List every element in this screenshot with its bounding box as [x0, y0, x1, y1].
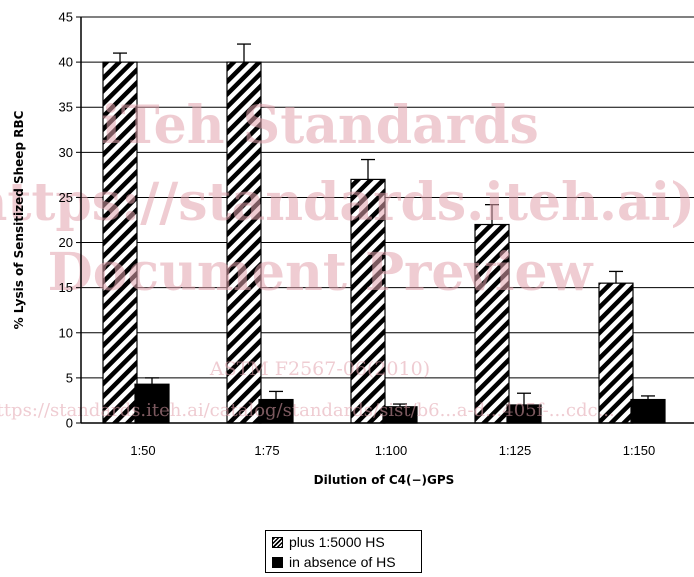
legend: plus 1:5000 HS in absence of HS [265, 530, 422, 573]
legend-item-solid: in absence of HS [272, 553, 396, 571]
bar-absence-hs [630, 398, 666, 424]
watermark-small-2: https://standards.iteh.ai/catalog/standa… [0, 400, 615, 421]
solid-swatch-icon [272, 556, 283, 568]
watermark-line-3: Document Preview [48, 242, 594, 303]
y-tick-label: 0 [66, 416, 73, 431]
watermark-line-2: (https://standards.iteh.ai) [0, 172, 694, 233]
bar-plus-hs [102, 61, 138, 424]
y-tick-label: 5 [66, 370, 73, 385]
watermark: iTeh Standards (https://standards.iteh.a… [0, 95, 694, 421]
legend-label-solid: in absence of HS [289, 554, 396, 570]
axes [80, 17, 694, 424]
bars-group [102, 43, 666, 424]
y-tick-label: 40 [59, 55, 73, 70]
gridlines [81, 16, 694, 379]
y-tick-label: 45 [59, 10, 73, 25]
y-tick-label: 30 [59, 145, 73, 160]
bar-plus-hs [474, 223, 510, 424]
hatch-swatch-icon [272, 536, 283, 548]
legend-label-hatched: plus 1:5000 HS [289, 534, 385, 550]
x-tick-label: 1:100 [375, 443, 408, 458]
bar-absence-hs [134, 383, 170, 424]
y-tick-label: 20 [59, 235, 73, 250]
y-tick-label: 25 [59, 190, 73, 205]
bar-plus-hs [226, 61, 262, 424]
y-axis-title: % Lysis of Sensitized Sheep RBC [12, 110, 26, 329]
y-tick-labels: 0 5 10 15 20 25 30 35 40 45 [59, 10, 81, 431]
x-tick-label: 1:125 [499, 443, 532, 458]
x-tick-label: 1:150 [623, 443, 656, 458]
watermark-line-1: iTeh Standards [101, 95, 539, 156]
y-tick-label: 15 [59, 280, 73, 295]
x-axis-title: Dilution of C4(−)GPS [314, 473, 455, 487]
x-tick-label: 1:75 [254, 443, 279, 458]
bar-plus-hs [350, 178, 386, 424]
x-tick-labels: 1:50 1:75 1:100 1:125 1:150 [130, 443, 655, 458]
watermark-small-1: ASTM F2567-06(2010) [209, 358, 430, 380]
x-tick-label: 1:50 [130, 443, 155, 458]
y-tick-label: 35 [59, 100, 73, 115]
legend-item-hatched: plus 1:5000 HS [272, 533, 385, 551]
y-tick-label: 10 [59, 325, 73, 340]
